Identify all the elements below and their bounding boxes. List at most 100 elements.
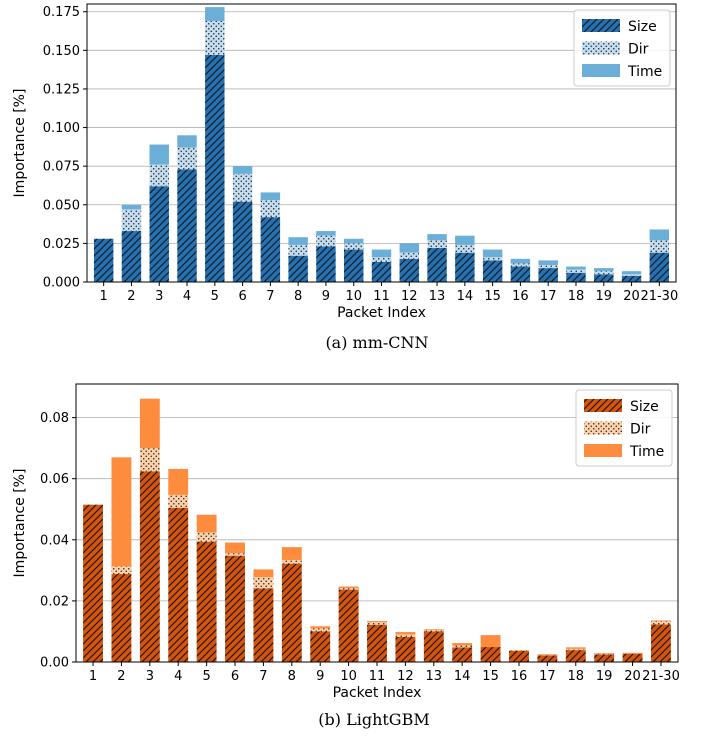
bar-size-21-30 [649,252,670,282]
bar-dir-14 [452,645,473,648]
y-tick-label: 0.02 [40,594,69,609]
bar-dir-17 [538,265,558,269]
bar-time-10 [343,238,364,244]
bar-size-19 [594,274,614,282]
figure-caption: (b) LightGBM [318,710,429,729]
bar-dir-7 [260,200,281,218]
legend-swatch-dir [582,41,620,55]
bar-size-15 [480,647,501,662]
bar-size-16 [509,651,529,662]
x-tick-label: 21-30 [642,669,680,684]
bar-size-1 [93,238,114,282]
bar-dir-12 [395,634,416,637]
x-tick-label: 3 [146,669,154,684]
bar-time-3 [139,398,160,449]
y-tick-label: 0.00 [40,656,69,671]
x-tick-label: 7 [259,669,267,684]
bar-dir-10 [343,243,364,250]
bar-time-6 [232,166,253,174]
bar-dir-4 [177,147,197,170]
bar-time-20 [622,652,643,654]
bar-dir-19 [594,271,614,275]
bar-dir-13 [423,630,444,632]
x-tick-label: 13 [426,669,443,684]
y-tick-label: 0.04 [40,533,69,548]
bar-dir-2 [121,209,142,232]
bar-time-13 [423,629,444,631]
y-axis-title: Importance [%] [12,89,28,198]
bar-dir-10 [338,588,359,590]
bar-dir-19 [594,653,615,655]
bar-time-21-30 [651,620,671,622]
y-tick-label: 0.06 [40,472,69,487]
legend-label-dir: Dir [628,42,649,58]
bar-size-8 [281,563,302,662]
bar-size-2 [121,231,142,282]
x-tick-label: 9 [322,289,330,304]
bar-dir-3 [149,164,169,187]
y-tick-label: 0.075 [43,160,80,175]
bar-time-19 [594,268,614,272]
bar-time-6 [225,542,245,554]
x-axis-title: Packet Index [333,685,422,701]
x-tick-label: 9 [316,669,324,684]
x-tick-label: 15 [482,669,499,684]
bar-size-12 [395,636,416,662]
x-tick-label: 2 [127,289,135,304]
y-tick-label: 0.025 [43,237,80,252]
bar-size-6 [232,201,253,282]
bar-size-17 [537,655,558,662]
bar-dir-21-30 [651,621,671,625]
bar-size-7 [260,217,281,282]
bar-dir-15 [482,257,503,261]
bar-time-4 [177,135,197,148]
bar-dir-5 [196,532,217,542]
bar-time-15 [480,635,501,648]
x-tick-label: 12 [401,289,418,304]
x-tick-label: 11 [369,669,386,684]
x-tick-label: 15 [484,289,501,304]
bar-size-21-30 [651,624,671,662]
x-tick-label: 11 [373,289,390,304]
bar-time-14 [452,643,473,646]
x-tick-label: 1 [100,289,108,304]
bar-dir-16 [510,263,531,267]
x-tick-label: 18 [568,289,585,304]
bar-time-4 [168,468,189,495]
x-tick-label: 10 [345,289,362,304]
x-axis-title: Packet Index [337,305,426,321]
y-tick-label: 0.175 [43,5,80,20]
bar-time-20 [621,271,642,275]
x-tick-label: 4 [174,669,182,684]
legend-label-size: Size [628,19,657,35]
bar-time-9 [316,231,336,236]
bar-size-4 [177,169,197,282]
x-tick-label: 16 [512,289,529,304]
bar-dir-12 [399,252,420,259]
bar-time-17 [538,260,558,266]
legend-swatch-dir [584,421,622,435]
bar-dir-6 [232,173,253,202]
bar-dir-2 [111,566,132,575]
bar-size-12 [399,258,420,282]
y-tick-label: 0.125 [43,82,80,97]
bar-time-2 [121,204,142,210]
legend-label-size: Size [630,399,659,415]
x-tick-label: 6 [238,289,246,304]
bar-size-20 [622,653,643,662]
x-tick-label: 8 [294,289,302,304]
bar-dir-16 [509,650,529,652]
bar-dir-7 [253,577,274,589]
legend-label-dir: Dir [630,422,651,438]
y-tick-label: 0.150 [43,44,80,59]
bar-time-17 [537,654,558,655]
x-tick-label: 16 [511,669,528,684]
y-tick-label: 0.08 [40,411,69,426]
bar-time-8 [288,237,308,245]
bar-time-3 [149,144,169,165]
bar-time-7 [253,569,274,578]
bar-dir-18 [565,648,586,651]
chart-lightgbm: 0.000.020.040.060.081 2 3 4 5 6 7 8 9 10 11 12 13 14 1… [12,383,680,729]
bar-size-8 [288,255,308,282]
figure-caption: (a) mm-CNN [325,333,428,352]
